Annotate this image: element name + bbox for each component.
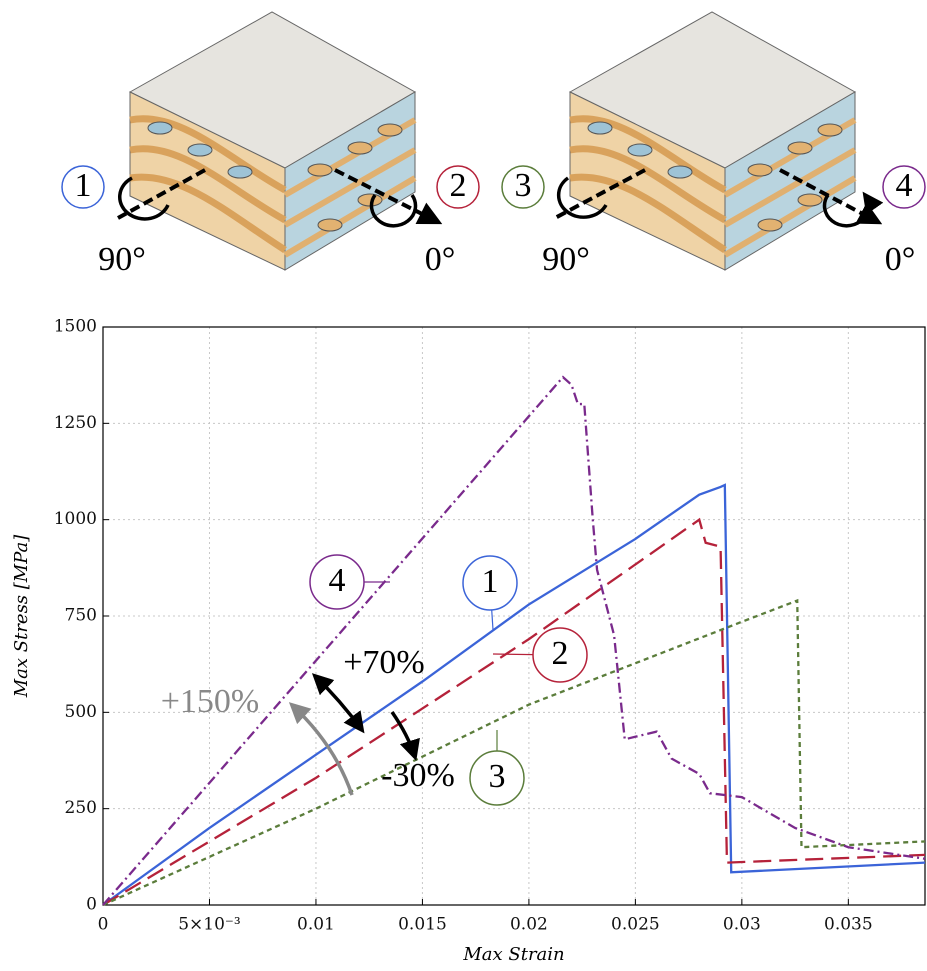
series-label: 1 — [482, 563, 499, 600]
figure: 1 2 3 4 90° 0° 90° 0° 0 5×10⁻³ 0.01 0.015 0.… — [0, 0, 927, 971]
laminate-block — [570, 12, 855, 270]
panel-label: 1 — [75, 167, 92, 204]
y-tick-label: 1250 — [54, 413, 97, 433]
x-tick-label: 0 — [98, 915, 109, 935]
x-tick-label: 0.025 — [611, 915, 660, 935]
y-tick-label: 0 — [86, 895, 97, 915]
series-label: 3 — [489, 758, 506, 795]
annotation: -30% — [381, 757, 455, 794]
y-tick-label: 1000 — [54, 509, 97, 529]
x-tick-label: 0.035 — [824, 915, 873, 935]
x-tick-label: 0.02 — [510, 915, 548, 935]
series-label: 2 — [552, 635, 569, 672]
series-line — [103, 601, 925, 905]
y-axis-label: Max Stress [MPa] — [11, 534, 32, 699]
laminate-block — [130, 12, 415, 270]
x-axis-label: Max Strain — [462, 944, 564, 965]
x-tick-label: 5×10⁻³ — [178, 915, 240, 935]
x-tick-label: 0.015 — [398, 915, 447, 935]
chart: 0 5×10⁻³ 0.01 0.015 0.02 0.025 0.03 0.035 0 250 50… — [11, 317, 925, 966]
y-tick-label: 500 — [65, 702, 97, 722]
illustrations: 1 2 3 4 90° 0° 90° 0° — [62, 12, 925, 278]
series-label: 4 — [329, 562, 346, 599]
y-tick-label: 250 — [65, 798, 97, 818]
angle-label: 0° — [425, 241, 456, 278]
annotation-arrow — [315, 676, 362, 730]
angle-label: 90° — [542, 241, 590, 278]
x-tick-label: 0.01 — [297, 915, 335, 935]
x-tick-label: 0.03 — [723, 915, 761, 935]
y-tick-label: 1500 — [54, 317, 97, 337]
annotation-arrow — [392, 712, 415, 757]
annotation: +70% — [343, 644, 425, 681]
angle-label: 0° — [885, 241, 916, 278]
annotation: +150% — [161, 683, 260, 720]
panel-label: 4 — [896, 167, 913, 204]
y-tick-label: 750 — [65, 606, 97, 626]
panel-label: 3 — [515, 167, 532, 204]
panel-label: 2 — [450, 167, 467, 204]
angle-label: 90° — [98, 241, 146, 278]
